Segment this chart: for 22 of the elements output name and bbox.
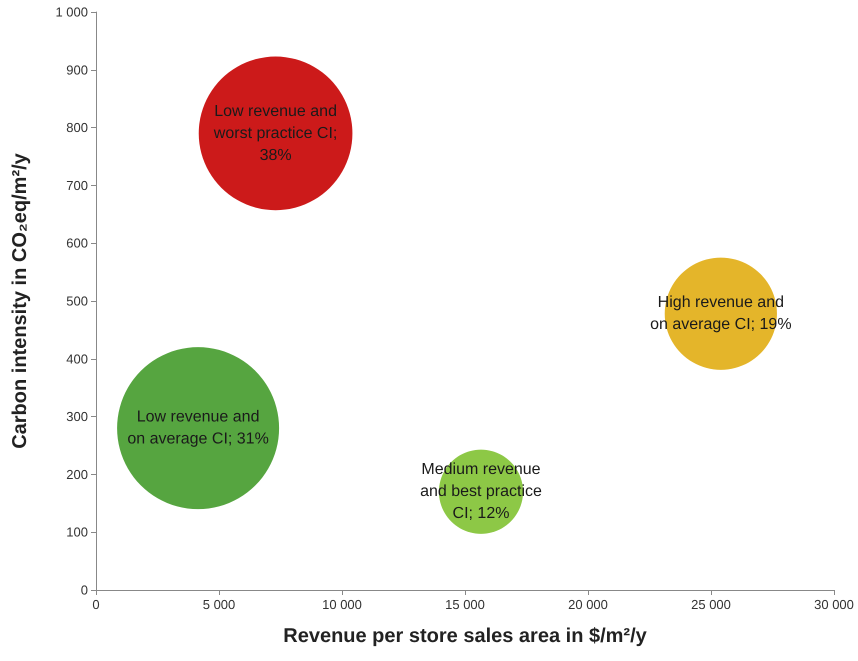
x-tick-label: 15 000 (445, 597, 485, 612)
annotation: Low revenue and on average CI; 31% (127, 408, 269, 448)
y-tick-label: 300 (66, 409, 88, 424)
y-tick-label: 800 (66, 120, 88, 136)
y-tick-label: 100 (66, 524, 88, 540)
y-tick-label: 1 000 (55, 4, 88, 20)
x-tick-label: 25 000 (691, 597, 731, 612)
x-tick-label: 30 000 (814, 597, 854, 612)
y-tick-label: 700 (66, 178, 88, 193)
x-tick-label: 0 (92, 597, 100, 612)
x-tick-label: 5 000 (202, 597, 236, 612)
y-axis-title: Carbon intensity in CO₂eq/m²/y (9, 152, 31, 449)
x-axis-title: Revenue per store sales area in $/m²/y (283, 625, 648, 647)
y-tick-label: 900 (66, 62, 88, 78)
x-tick-label: 20 000 (568, 597, 608, 612)
annotation: Low revenue and worst practice CI; 38% (212, 102, 338, 164)
y-tick-label: 0 (80, 582, 88, 598)
x-tick-label: 10 000 (322, 597, 362, 612)
y-tick-label: 600 (66, 236, 88, 251)
y-tick-label: 200 (66, 466, 88, 482)
y-tick-label: 400 (66, 351, 88, 366)
y-tick-label: 500 (66, 294, 88, 308)
